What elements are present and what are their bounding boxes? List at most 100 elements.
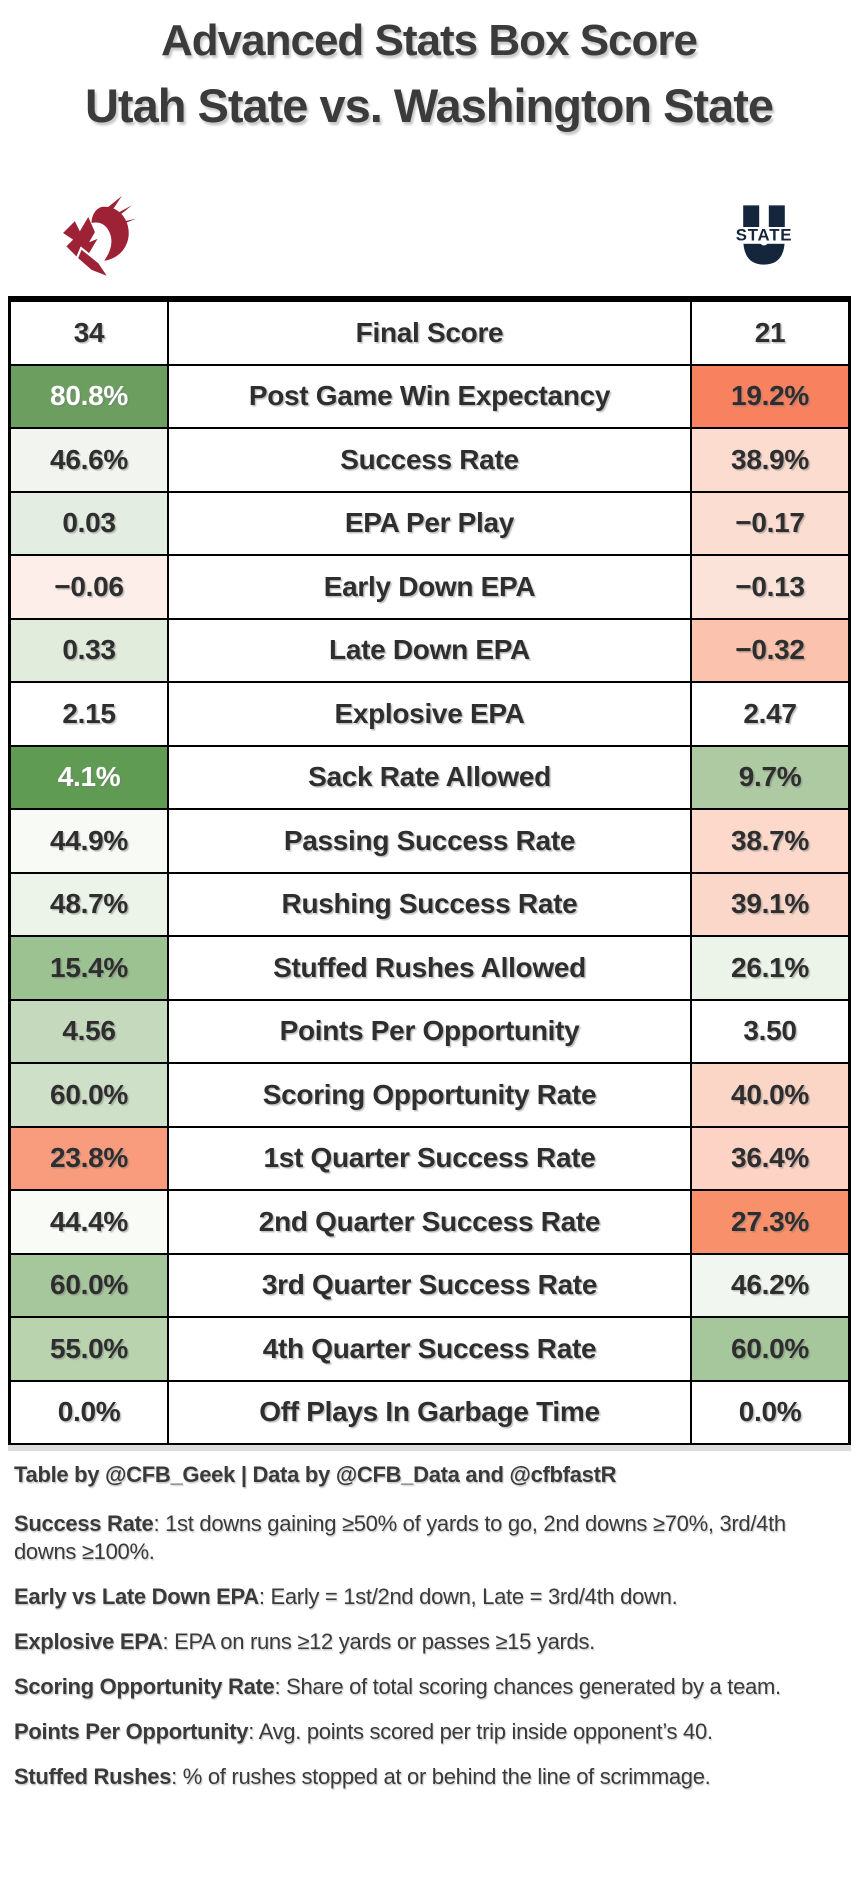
table-row: 48.7% Rushing Success Rate 39.1% [11, 873, 848, 937]
table-row: 44.4% 2nd Quarter Success Rate 27.3% [11, 1191, 848, 1255]
metric-label-cell: 2nd Quarter Success Rate [258, 1205, 601, 1237]
metric-label-cell: Late Down EPA [329, 634, 530, 666]
away-value-cell: 2.15 [11, 683, 169, 745]
credit-line: Table by @CFB_Geek | Data by @CFB_Data a… [14, 1462, 617, 1487]
metric-label-cell: Rushing Success Rate [281, 888, 578, 920]
metric-label-cell: Explosive EPA [334, 697, 525, 729]
table-row: 4.1% Sack Rate Allowed 9.7% [11, 746, 848, 810]
metric-label-cell: 4th Quarter Success Rate [262, 1332, 597, 1364]
table-row: 0.33 Late Down EPA −0.32 [11, 619, 848, 683]
away-value-cell: 0.33 [11, 619, 169, 681]
metric-label-cell: Passing Success Rate [283, 824, 576, 856]
metric-label-cell: Points Per Opportunity [279, 1015, 580, 1047]
utah-state-aggies-logo-icon: STATE [725, 205, 803, 265]
table-row: 60.0% Scoring Opportunity Rate 40.0% [11, 1064, 848, 1128]
footnote: Success Rate: 1st downs gaining ≥50% of … [14, 1510, 820, 1566]
footnote-text: : 1st downs gaining ≥50% of yards to go,… [14, 1511, 786, 1564]
home-value-cell: −0.17 [690, 492, 848, 554]
footnote-text: : Avg. points scored per trip inside opp… [248, 1719, 713, 1744]
away-value-cell: 15.4% [11, 937, 169, 999]
metric-label-cell: Post Game Win Expectancy [248, 380, 611, 412]
home-value-cell: 36.4% [690, 1127, 848, 1189]
away-value-cell: 0.0% [11, 1381, 169, 1443]
home-value-cell: −0.13 [690, 556, 848, 618]
table-row: 0.03 EPA Per Play −0.17 [11, 492, 848, 556]
footnote-text: : Share of total scoring chances generat… [274, 1674, 781, 1699]
home-value-cell: 39.1% [690, 873, 848, 935]
home-value-cell: −0.32 [690, 619, 848, 681]
metric-label-cell: Success Rate [340, 443, 519, 475]
footnote-term: Stuffed Rushes [14, 1764, 172, 1789]
utah-state-banner-text: STATE [736, 226, 793, 245]
away-value-cell: 44.9% [11, 810, 169, 872]
home-value-cell: 27.3% [690, 1191, 848, 1253]
away-value-cell: 44.4% [11, 1191, 169, 1253]
footnote-term: Scoring Opportunity Rate [14, 1674, 275, 1699]
metric-label-cell: Scoring Opportunity Rate [262, 1078, 597, 1110]
footnote-text: : EPA on runs ≥12 yards or passes ≥15 ya… [162, 1629, 596, 1654]
table-row: 34 Final Score 21 [11, 302, 848, 366]
metric-label-cell: 1st Quarter Success Rate [263, 1142, 596, 1174]
home-value-cell: 46.2% [690, 1254, 848, 1316]
home-value-cell: 40.0% [690, 1064, 848, 1126]
metric-label-cell: Off Plays In Garbage Time [259, 1396, 600, 1428]
table-row: 44.9% Passing Success Rate 38.7% [11, 810, 848, 874]
home-value-cell: 26.1% [690, 937, 848, 999]
footnote-term: Explosive EPA [14, 1629, 163, 1654]
away-value-cell: −0.06 [11, 556, 169, 618]
footnote: Points Per Opportunity: Avg. points scor… [14, 1718, 820, 1746]
table-row: 2.15 Explosive EPA 2.47 [11, 683, 848, 747]
footnote: Stuffed Rushes: % of rushes stopped at o… [14, 1763, 820, 1791]
away-value-cell: 60.0% [11, 1064, 169, 1126]
away-value-cell: 80.8% [11, 365, 169, 427]
table-row: −0.06 Early Down EPA −0.13 [11, 556, 848, 620]
footnote-term: Success Rate [14, 1511, 154, 1536]
table-row: 23.8% 1st Quarter Success Rate 36.4% [11, 1127, 848, 1191]
away-value-cell: 0.03 [11, 492, 169, 554]
washington-state-cougars-logo-icon [63, 196, 137, 276]
metric-label-cell: EPA Per Play [344, 507, 515, 539]
table-row: 15.4% Stuffed Rushes Allowed 26.1% [11, 937, 848, 1001]
footnotes: Success Rate: 1st downs gaining ≥50% of … [14, 1510, 820, 1791]
footnote-text: : Early = 1st/2nd down, Late = 3rd/4th d… [258, 1584, 678, 1609]
home-value-cell: 9.7% [690, 746, 848, 808]
metric-label-cell: Early Down EPA [323, 570, 536, 602]
footer: Table by @CFB_Geek | Data by @CFB_Data a… [14, 1462, 820, 1808]
home-value-cell: 21 [690, 302, 848, 364]
table-row: 60.0% 3rd Quarter Success Rate 46.2% [11, 1254, 848, 1318]
away-value-cell: 46.6% [11, 429, 169, 491]
away-value-cell: 60.0% [11, 1254, 169, 1316]
page-title: Advanced Stats Box Score [161, 16, 698, 65]
footnote-term: Points Per Opportunity [14, 1719, 249, 1744]
stats-table: 34 Final Score 21 80.8% Post Game Win Ex… [8, 296, 851, 1445]
table-row: 0.0% Off Plays In Garbage Time 0.0% [11, 1381, 848, 1443]
metric-label-cell: Sack Rate Allowed [308, 761, 551, 793]
away-value-cell: 4.56 [11, 1000, 169, 1062]
home-value-cell: 0.0% [690, 1381, 848, 1443]
table-row: 55.0% 4th Quarter Success Rate 60.0% [11, 1318, 848, 1382]
home-value-cell: 3.50 [690, 1000, 848, 1062]
away-value-cell: 48.7% [11, 873, 169, 935]
metric-label-cell: Final Score [355, 316, 504, 348]
table-row: 46.6% Success Rate 38.9% [11, 429, 848, 493]
home-value-cell: 38.7% [690, 810, 848, 872]
away-value-cell: 4.1% [11, 746, 169, 808]
home-value-cell: 60.0% [690, 1318, 848, 1380]
home-value-cell: 38.9% [690, 429, 848, 491]
footnote: Scoring Opportunity Rate: Share of total… [14, 1673, 820, 1701]
matchup-subtitle: Utah State vs. Washington State [84, 79, 774, 132]
metric-label-cell: 3rd Quarter Success Rate [261, 1269, 598, 1301]
metric-label-cell: Stuffed Rushes Allowed [273, 951, 586, 983]
away-value-cell: 23.8% [11, 1127, 169, 1189]
home-value-cell: 19.2% [690, 365, 848, 427]
table-row: 4.56 Points Per Opportunity 3.50 [11, 1000, 848, 1064]
away-value-cell: 55.0% [11, 1318, 169, 1380]
table-row: 80.8% Post Game Win Expectancy 19.2% [11, 365, 848, 429]
footnote: Explosive EPA: EPA on runs ≥12 yards or … [14, 1628, 820, 1656]
home-value-cell: 2.47 [690, 683, 848, 745]
away-value-cell: 34 [11, 302, 169, 364]
footnote-text: : % of rushes stopped at or behind the l… [171, 1764, 711, 1789]
footnote-term: Early vs Late Down EPA [14, 1584, 259, 1609]
footnote: Early vs Late Down EPA: Early = 1st/2nd … [14, 1583, 820, 1611]
